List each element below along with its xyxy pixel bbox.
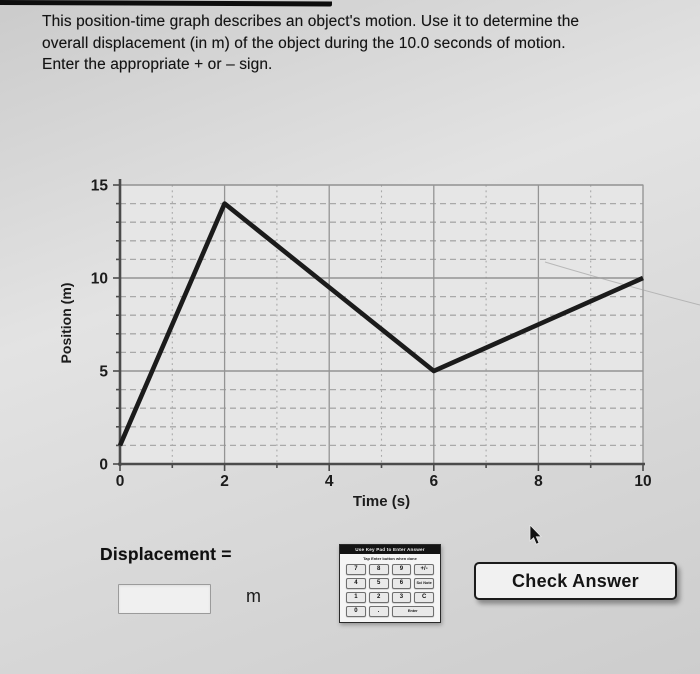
problem-text: This position-time graph describes an ob… <box>42 13 580 74</box>
keypad-header: Use Key Pad to Enter Answer <box>340 545 440 554</box>
keypad-key-5[interactable]: 5 <box>368 577 389 589</box>
y-axis-title: Position (m) <box>58 283 74 364</box>
y-tick-label: 15 <box>91 178 109 195</box>
check-answer-button[interactable]: Check Answer <box>474 562 677 600</box>
position-line <box>117 201 644 447</box>
keypad-widget: Use Key Pad to Enter Answer Tap Enter bu… <box>339 544 441 623</box>
x-tick-label: 0 <box>116 473 125 490</box>
plot-area <box>119 184 644 465</box>
keypad-key-9[interactable]: 9 <box>391 563 412 575</box>
keypad-key-6[interactable]: 6 <box>391 577 412 589</box>
keypad-grid: 7 8 9 +/- 4 5 6 Sci Note 1 2 3 C 0. Enter <box>340 561 440 622</box>
keypad-key-0[interactable]: 0 <box>346 605 366 617</box>
y-tick-label: 0 <box>99 457 108 474</box>
screen-edge-strip <box>0 0 332 7</box>
x-tick-label: 2 <box>220 473 229 490</box>
keypad-key-4[interactable]: 4 <box>346 577 366 589</box>
keypad-key-7[interactable]: 7 <box>346 563 366 575</box>
keypad-key-sci-note[interactable]: Sci Note <box>414 577 434 589</box>
keypad-key-8[interactable]: 8 <box>368 563 389 575</box>
x-tick-label: 4 <box>325 473 334 490</box>
y-tick-label: 10 <box>91 271 108 288</box>
mouse-cursor-icon <box>529 525 543 545</box>
x-tick-label: 8 <box>534 473 543 490</box>
x-tick-label: 10 <box>634 473 651 490</box>
displacement-label: Displacement = <box>100 544 232 564</box>
keypad-key-1[interactable]: 1 <box>346 591 366 603</box>
x-axis-title: Time (s) <box>353 493 410 510</box>
keypad-key-3[interactable]: 3 <box>391 591 412 603</box>
keypad-key-[interactable]: +/- <box>414 563 434 575</box>
keypad-key-[interactable]: . <box>368 605 389 617</box>
y-tick-label: 5 <box>99 364 108 381</box>
keypad-subheader: Tap Enter button when done <box>363 555 417 561</box>
scan-artifact-line <box>544 261 700 306</box>
keypad-key-enter[interactable]: Enter <box>391 605 434 617</box>
unit-label: m <box>246 586 261 606</box>
answer-input[interactable] <box>118 584 211 614</box>
position-time-graph: 0 2 4 6 8 10 0 5 10 15 Time (s) Position (m) <box>58 178 700 510</box>
keypad-key-2[interactable]: 2 <box>368 591 389 603</box>
x-tick-label: 6 <box>429 473 438 490</box>
keypad-key-c[interactable]: C <box>414 591 434 603</box>
